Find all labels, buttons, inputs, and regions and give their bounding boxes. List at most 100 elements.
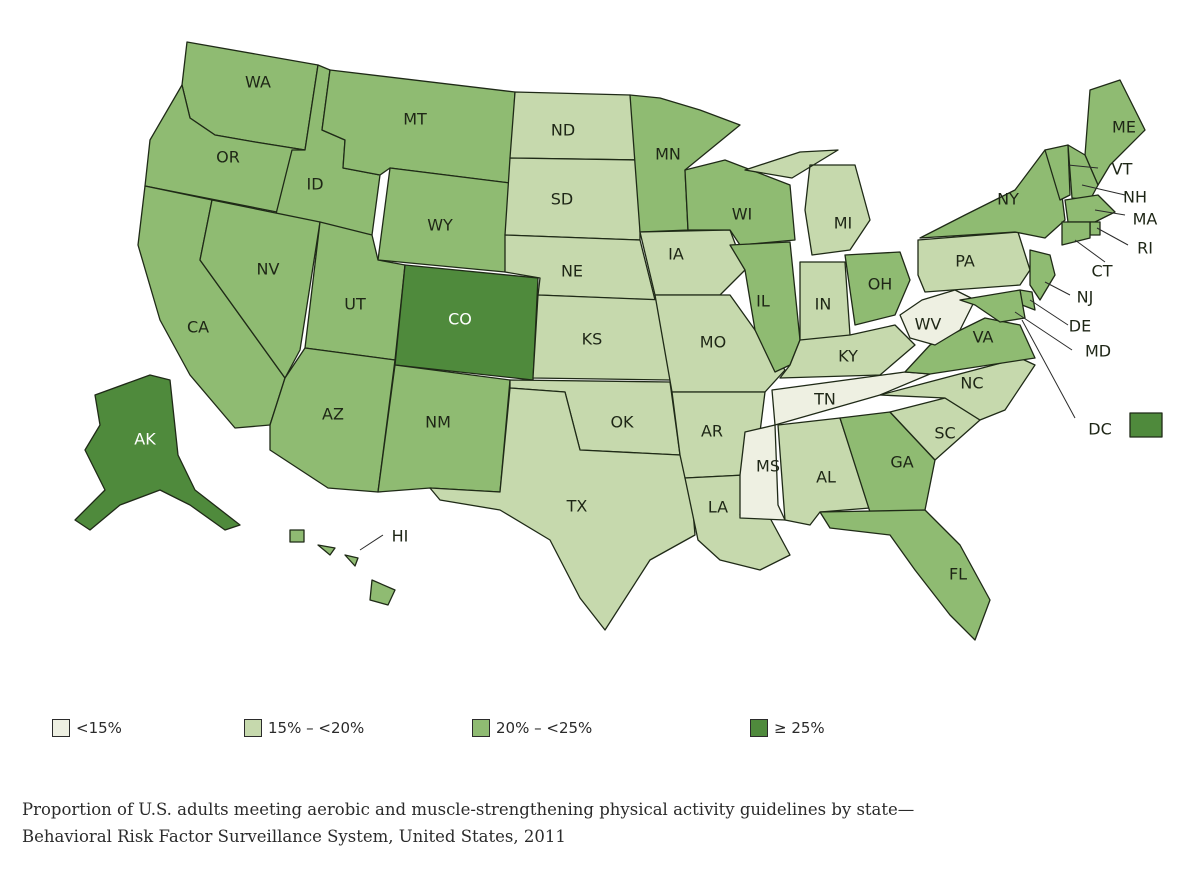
state-ny (919, 149, 1066, 239)
state-label-or: OR (216, 148, 240, 167)
us-state-map: WA OR CA ID NV MT WY UT AZ CO NM ND SD NE KS OK TX MN IA MO… (74, 41, 1163, 641)
state-vt (1044, 144, 1071, 201)
state-wv (899, 289, 976, 346)
state-label-az: AZ (322, 405, 344, 424)
state-label-mt: MT (403, 110, 427, 129)
state-label-tx: TX (566, 497, 588, 516)
state-label-ky: KY (838, 347, 858, 366)
legend-swatch-r15_20 (244, 719, 262, 737)
state-label-va: VA (973, 328, 994, 347)
state-label-nh: NH (1123, 188, 1147, 207)
state-label-mo: MO (700, 333, 726, 352)
state-label-ar: AR (701, 422, 723, 441)
state-nj (1029, 249, 1056, 301)
state-hi (289, 529, 396, 606)
state-label-nm: NM (425, 413, 451, 432)
state-il (729, 241, 801, 373)
map-caption: Proportion of U.S. adults meeting aerobi… (22, 796, 1172, 850)
state-dc (1129, 412, 1163, 438)
state-label-dc: DC (1088, 420, 1112, 439)
state-label-la: LA (708, 498, 728, 517)
state-label-co: CO (448, 310, 472, 329)
state-label-ga: GA (890, 453, 913, 472)
state-label-sc: SC (934, 424, 955, 443)
state-label-md: MD (1085, 342, 1111, 361)
leader-ri (1096, 227, 1129, 246)
state-md (959, 289, 1026, 323)
state-label-nd: ND (551, 121, 575, 140)
state-oh (844, 251, 911, 326)
state-mi (744, 149, 871, 256)
state-label-il: IL (756, 292, 770, 311)
state-label-me: ME (1112, 118, 1136, 137)
state-label-al: AL (816, 468, 836, 487)
state-fl (819, 509, 991, 641)
state-tx (429, 387, 696, 631)
state-label-ca: CA (187, 318, 209, 337)
state-label-ok: OK (610, 413, 634, 432)
leader-vt (1067, 164, 1099, 169)
state-ky (779, 324, 916, 379)
leader-ma (1094, 209, 1126, 216)
state-nh (1067, 144, 1099, 201)
state-label-oh: OH (868, 275, 893, 294)
state-label-ri: RI (1137, 239, 1153, 258)
leader-de (1029, 299, 1069, 326)
state-ga (839, 411, 936, 513)
legend-swatch-ge25 (750, 719, 768, 737)
legend-swatch-lt15 (52, 719, 70, 737)
leader-dc (1021, 319, 1076, 419)
leader-nj (1044, 281, 1071, 296)
states-layer (74, 41, 1163, 641)
caption-line-2: Behavioral Risk Factor Surveillance Syst… (22, 827, 566, 846)
state-label-tn: TN (813, 390, 836, 409)
map-svg: WA OR CA ID NV MT WY UT AZ CO NM ND SD NE KS OK TX MN IA MO… (74, 41, 1163, 641)
state-label-ct: CT (1092, 262, 1113, 281)
state-va (904, 317, 1036, 375)
state-label-pa: PA (955, 252, 975, 271)
caption-line-1: Proportion of U.S. adults meeting aerobi… (22, 800, 915, 819)
state-label-ma: MA (1133, 210, 1158, 229)
state-label-nj: NJ (1077, 288, 1094, 307)
state-label-ms: MS (756, 457, 780, 476)
legend-item-lt15: <15% (52, 713, 122, 743)
state-label-fl: FL (949, 565, 967, 584)
legend-item-r15_20: 15% – <20% (244, 713, 364, 743)
state-label-ne: NE (561, 262, 583, 281)
legend-label-r20_25: 20% – <25% (496, 719, 593, 737)
leader-nh (1081, 184, 1126, 196)
state-label-wv: WV (915, 315, 942, 334)
legend-item-r20_25: 20% – <25% (472, 713, 592, 743)
state-label-wi: WI (732, 205, 753, 224)
state-label-sd: SD (551, 190, 573, 209)
state-label-ks: KS (582, 330, 603, 349)
state-label-mi: MI (834, 214, 853, 233)
state-label-nv: NV (257, 260, 280, 279)
map-legend: <15% 15% – <20% 20% – <25% ≥ 25% (52, 713, 952, 743)
state-ma (1064, 194, 1116, 223)
legend-label-r15_20: 15% – <20% (268, 719, 365, 737)
legend-item-ge25: ≥ 25% (750, 713, 825, 743)
leader-md (1014, 311, 1073, 351)
legend-label-lt15: <15% (76, 719, 122, 737)
legend-label-ge25: ≥ 25% (774, 719, 825, 737)
state-ct (1061, 221, 1091, 246)
state-label-vt: VT (1112, 160, 1133, 179)
state-label-nc: NC (960, 374, 983, 393)
state-label-hi: HI (392, 527, 409, 546)
state-label-id: ID (306, 175, 323, 194)
state-tn (771, 371, 931, 426)
leader-hi (359, 534, 384, 551)
state-label-wy: WY (427, 216, 453, 235)
legend-swatch-r20_25 (472, 719, 490, 737)
state-label-mn: MN (655, 145, 681, 164)
state-label-ak: AK (134, 430, 156, 449)
state-label-ny: NY (997, 190, 1019, 209)
state-label-de: DE (1069, 317, 1091, 336)
state-nv (199, 199, 321, 379)
state-ak (74, 374, 241, 531)
state-labels: WA OR CA ID NV MT WY UT AZ CO NM ND SD NE KS OK TX MN IA MO… (134, 73, 1157, 584)
state-label-wa: WA (245, 73, 271, 92)
state-label-in: IN (815, 295, 832, 314)
state-ia (639, 229, 746, 296)
